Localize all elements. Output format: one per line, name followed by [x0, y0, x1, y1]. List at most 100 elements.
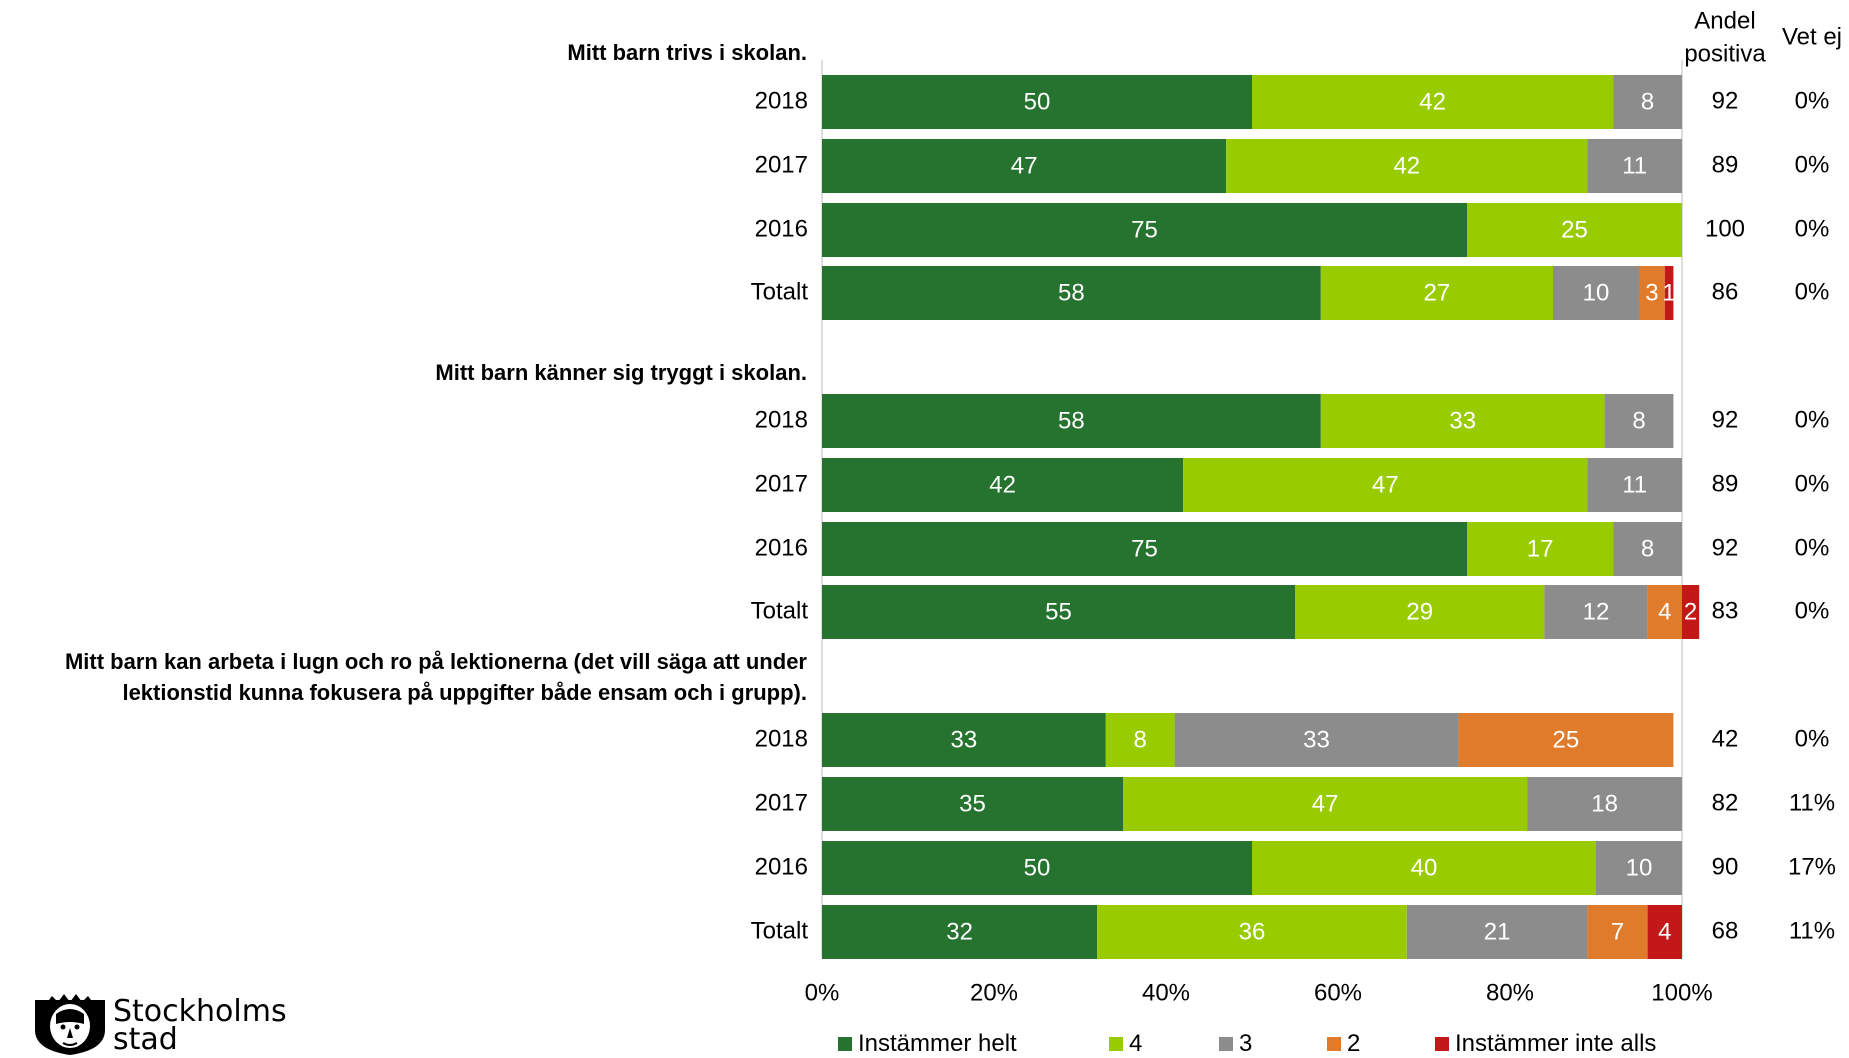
vet-ej-value: 0%: [1795, 725, 1830, 752]
bar-segment: [1320, 266, 1553, 320]
legend-swatch: [1435, 1037, 1449, 1051]
x-tick-label: 100%: [1651, 979, 1712, 1006]
vet-ej-value: 11%: [1789, 789, 1835, 816]
logo-wordmark: Stockholms stad: [113, 997, 287, 1057]
vet-ej-value: 0%: [1795, 151, 1830, 178]
x-tick-label: 60%: [1314, 979, 1362, 1006]
row-label: 2016: [755, 215, 808, 242]
bar-segment: [1123, 777, 1528, 831]
legend-item: 3: [1219, 1030, 1252, 1058]
row-label: 2017: [755, 470, 808, 497]
legend-label: 2: [1347, 1030, 1361, 1057]
data-label: 42: [989, 471, 1016, 498]
andel-positiva-value: 100: [1705, 215, 1745, 242]
data-label: 75: [1131, 216, 1158, 243]
andel-positiva-value: 92: [1712, 534, 1739, 561]
bar-segment: [822, 139, 1227, 193]
data-label: 11: [1622, 152, 1647, 179]
bar-segment: [1467, 203, 1682, 257]
bar-segment: [1639, 266, 1665, 320]
bar-segment: [822, 522, 1467, 576]
bar-segment: [822, 203, 1467, 257]
bar-segment: [1544, 585, 1648, 639]
andel-positiva-value: 92: [1712, 87, 1739, 114]
data-label: 1: [1662, 279, 1675, 306]
data-label: 32: [946, 918, 973, 945]
bar-segment: [1587, 139, 1682, 193]
vet-ej-value: 0%: [1795, 534, 1830, 561]
legend-swatch: [1327, 1037, 1341, 1051]
bar-segment: [1682, 585, 1700, 639]
data-label: 42: [1393, 152, 1420, 179]
data-label: 8: [1641, 88, 1654, 115]
data-label: 3: [1645, 279, 1658, 306]
bar-segment: [1320, 394, 1605, 448]
bar-segment: [1613, 522, 1682, 576]
row-label: 2016: [755, 534, 808, 561]
legend-label: 4: [1129, 1030, 1143, 1057]
bar-segment: [822, 905, 1098, 959]
bar-segment: [1406, 905, 1588, 959]
data-label: 47: [1011, 152, 1038, 179]
bar-segment: [822, 841, 1252, 895]
data-label: 4: [1658, 598, 1671, 625]
row-label: 2018: [755, 725, 808, 752]
row-label: 2017: [755, 151, 808, 178]
legend-item: 2: [1327, 1030, 1360, 1058]
logo-line2: stad: [113, 1022, 178, 1057]
header-vet-ej: Vet ej: [1782, 23, 1842, 50]
data-label: 33: [951, 726, 978, 753]
vet-ej-value: 0%: [1795, 470, 1830, 497]
legend-swatch: [1109, 1037, 1123, 1051]
data-label: 33: [1449, 407, 1476, 434]
data-label: 8: [1641, 535, 1654, 562]
andel-positiva-value: 68: [1712, 917, 1739, 944]
group-title: Mitt barn kan arbeta i lugn och ro på le…: [65, 649, 807, 674]
data-label: 35: [959, 790, 986, 817]
vet-ej-value: 0%: [1795, 87, 1830, 114]
data-label: 8: [1632, 407, 1645, 434]
row-label: 2016: [755, 853, 808, 880]
crest-icon: [35, 994, 105, 1055]
data-label: 8: [1134, 726, 1147, 753]
bar-segment: [1587, 458, 1682, 512]
andel-positiva-value: 89: [1712, 151, 1739, 178]
vet-ej-value: 0%: [1795, 215, 1830, 242]
bar-segment: [1252, 841, 1596, 895]
row-label: 2017: [755, 789, 808, 816]
bar-segment: [1467, 522, 1614, 576]
bar-segment: [1252, 75, 1614, 129]
data-label: 2: [1684, 598, 1697, 625]
vet-ej-value: 17%: [1788, 853, 1836, 880]
data-label: 4: [1658, 918, 1671, 945]
andel-positiva-value: 82: [1712, 789, 1739, 816]
vet-ej-value: 0%: [1795, 406, 1830, 433]
data-label: 75: [1131, 535, 1158, 562]
andel-positiva-value: 90: [1712, 853, 1739, 880]
data-label: 10: [1626, 854, 1653, 881]
data-label: 17: [1527, 535, 1554, 562]
data-label: 50: [1024, 88, 1051, 115]
andel-positiva-value: 42: [1712, 725, 1739, 752]
bar-segment: [1647, 905, 1682, 959]
bar-segment: [1613, 75, 1682, 129]
data-label: 25: [1561, 216, 1588, 243]
data-label: 21: [1484, 918, 1511, 945]
legend-swatch: [1219, 1037, 1233, 1051]
data-label: 29: [1406, 598, 1433, 625]
header-andel-line1: Andel: [1694, 7, 1755, 34]
andel-positiva-value: 89: [1712, 470, 1739, 497]
data-label: 11: [1622, 471, 1647, 498]
row-label: Totalt: [751, 597, 809, 624]
data-label: 50: [1024, 854, 1051, 881]
data-label: 42: [1419, 88, 1446, 115]
bar-segment: [1647, 585, 1682, 639]
legend-item: 4: [1109, 1030, 1142, 1058]
bar-segment: [822, 585, 1295, 639]
bar-segment: [1596, 841, 1682, 895]
data-label: 55: [1045, 598, 1072, 625]
bar-segment: [1604, 394, 1674, 448]
bar-segment: [822, 75, 1252, 129]
legend-item: Instämmer inte alls: [1435, 1030, 1656, 1058]
legend-label: Instämmer helt: [858, 1030, 1017, 1057]
